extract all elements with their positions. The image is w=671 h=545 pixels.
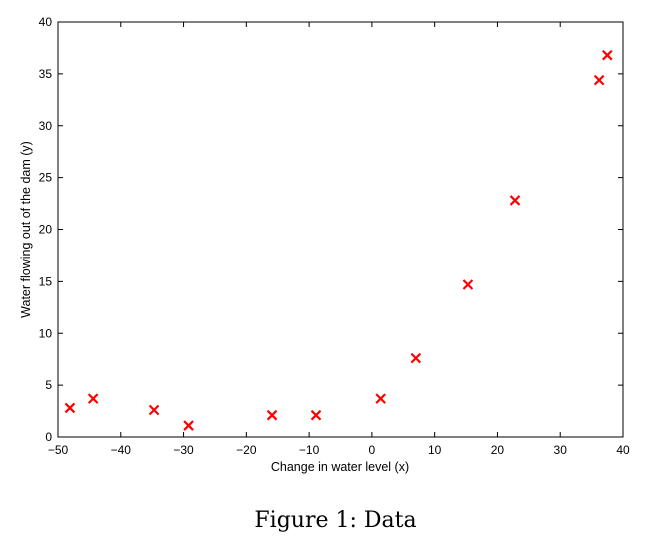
data-point-marker: [148, 404, 160, 416]
axis-tick-labels: −50 −40 −30 −20 −10 0 10 20 30 40 0 5 10 15 20 25 30 35 40: [39, 15, 630, 457]
x-tick-label: −20: [236, 443, 257, 457]
x-tick-label: 20: [491, 443, 505, 457]
data-point-marker: [183, 420, 194, 431]
x-tick-label: −50: [48, 443, 69, 457]
y-tick-label: 40: [39, 15, 53, 29]
plot-frame: [57, 21, 624, 438]
x-tick-label: −30: [173, 443, 194, 457]
y-tick-label: 5: [45, 378, 52, 392]
y-tick-label: 10: [39, 326, 53, 340]
x-tick-label: −10: [299, 443, 320, 457]
data-point-marker: [509, 195, 521, 206]
y-tick-label: 15: [39, 274, 53, 288]
data-point-marker: [462, 279, 474, 290]
y-tick-label: 35: [39, 67, 53, 81]
x-tick-label: 10: [428, 443, 442, 457]
x-tick-label: 30: [554, 443, 568, 457]
figure-caption: Figure 1: Data: [254, 508, 417, 533]
y-axis-label: Water flowing out of the dam (y): [19, 141, 33, 318]
data-point-marker: [410, 352, 422, 364]
x-tick-label: 40: [616, 443, 630, 457]
y-tick-label: 0: [45, 430, 52, 444]
x-tick-label: 0: [369, 443, 376, 457]
data-point-marker: [87, 393, 99, 404]
data-point-marker: [310, 409, 322, 421]
y-tick-label: 25: [39, 171, 53, 185]
x-tick-label: −40: [111, 443, 132, 457]
data-point-marker: [64, 402, 76, 414]
data-point-marker: [375, 393, 386, 404]
y-tick-label: 20: [39, 223, 53, 237]
axis-ticks: [57, 21, 624, 438]
y-tick-label: 30: [39, 119, 53, 133]
data-points: [64, 49, 613, 431]
data-point-marker: [593, 74, 605, 86]
data-point-marker: [602, 49, 613, 61]
data-point-marker: [266, 409, 278, 421]
scatter-chart: −50 −40 −30 −20 −10 0 10 20 30 40 0 5 10 15 20 25 30 35 40…: [19, 15, 630, 474]
x-axis-label: Change in water level (x): [271, 460, 409, 474]
